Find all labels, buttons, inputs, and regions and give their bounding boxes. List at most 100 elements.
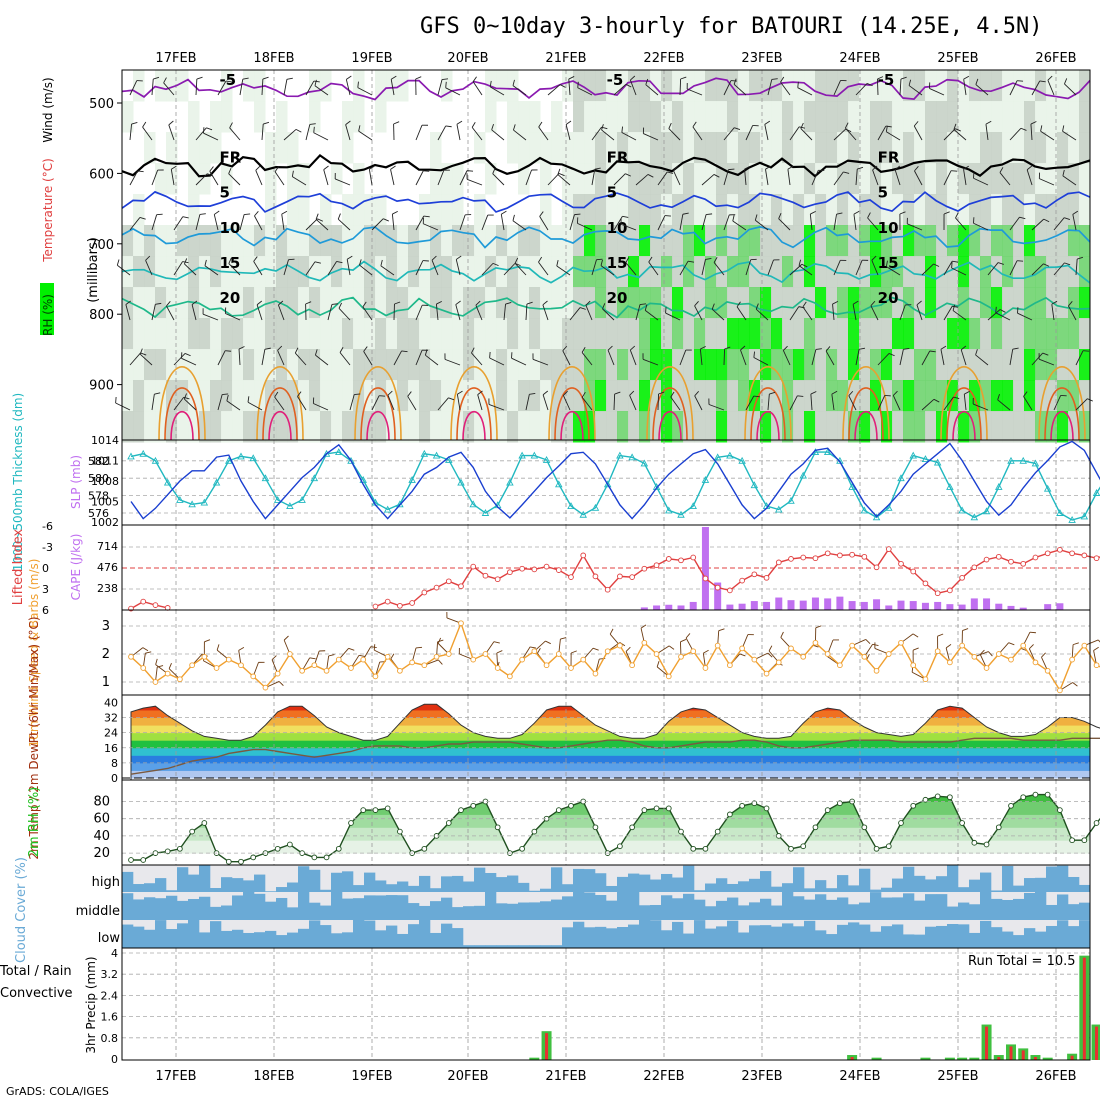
temp-band xyxy=(131,770,1090,779)
rh-shading-cell xyxy=(133,256,145,288)
wind-barb-flag xyxy=(1017,260,1024,262)
series-marker xyxy=(555,807,562,813)
cloud-cover-bar xyxy=(760,898,772,920)
rh-shading-cell xyxy=(1002,225,1014,257)
rh-shading-cell xyxy=(760,380,772,412)
rh-shading-cell xyxy=(518,101,530,133)
rh-shading-cell xyxy=(595,225,607,257)
rh-shading-cell xyxy=(573,256,585,288)
wind-barb xyxy=(744,169,747,186)
rh-shading-cell xyxy=(232,349,244,381)
rh-shading-cell xyxy=(1057,318,1069,350)
rh-shading-cell xyxy=(1002,163,1014,195)
wind-barb-flag xyxy=(667,171,674,174)
wind-barb xyxy=(129,217,141,231)
wind-barb-flag xyxy=(952,304,956,311)
series-marker xyxy=(433,584,440,591)
rh-shading-cell xyxy=(353,349,365,381)
rh-shading-cell xyxy=(430,132,442,164)
cloud-cover-bar xyxy=(133,926,145,948)
cape-bar xyxy=(689,601,697,610)
rh-shading-cell xyxy=(694,349,706,381)
series-marker xyxy=(225,656,232,663)
rh-shading-cell xyxy=(738,132,750,164)
series-marker xyxy=(372,603,379,610)
series-marker xyxy=(189,828,195,835)
rh-shading-cell xyxy=(606,411,618,443)
day-label-top: 22FEB xyxy=(643,51,684,66)
rh-shading-cell xyxy=(705,287,717,319)
wind-barb xyxy=(1075,398,1088,411)
day-label-bottom: 19FEB xyxy=(351,1069,392,1084)
series-marker xyxy=(738,456,746,464)
wind-barb xyxy=(547,84,561,96)
wind-barb xyxy=(274,396,285,411)
rh-shading-cell xyxy=(980,194,992,226)
series-marker xyxy=(372,673,379,680)
series-marker xyxy=(739,645,745,652)
wind-barb-flag xyxy=(953,123,957,130)
rh-shading-cell xyxy=(144,318,156,350)
wind-barb xyxy=(943,170,952,186)
rh-shading-cell xyxy=(166,318,178,350)
wind-barb xyxy=(283,129,297,141)
wind-barb-flag xyxy=(387,390,393,396)
series-marker xyxy=(837,662,843,669)
cloud-cover-bar xyxy=(342,871,354,892)
series-marker xyxy=(690,845,697,852)
wind-barb xyxy=(1009,127,1022,141)
rh-shading-cell xyxy=(683,101,695,133)
series-marker xyxy=(151,456,160,464)
series-marker xyxy=(507,673,513,680)
wind-barb xyxy=(870,305,879,321)
rh-shading-cell xyxy=(1024,194,1036,226)
rh-shading-cell xyxy=(353,256,365,288)
wind-barb xyxy=(789,306,800,321)
rh-shading-cell xyxy=(375,194,387,226)
wind-barb-flag xyxy=(445,125,452,128)
wind-barb xyxy=(780,81,791,96)
rh-shading-cell xyxy=(958,101,970,133)
contour-label: 5 xyxy=(607,184,617,202)
rh-shading-cell xyxy=(760,256,772,288)
series-marker xyxy=(458,807,464,813)
rh-shading-cell xyxy=(221,349,233,381)
series-marker xyxy=(873,667,880,674)
rh-shading-cell xyxy=(969,70,981,102)
series-marker xyxy=(617,573,623,580)
cloud-cover-bar xyxy=(925,894,937,920)
rh-shading-cell xyxy=(727,194,739,226)
series-marker xyxy=(1044,791,1051,798)
rh-shading-cell xyxy=(320,380,332,412)
rh-shading-cell xyxy=(749,318,761,350)
rh-shading-cell xyxy=(199,287,211,319)
series-marker xyxy=(1032,791,1039,798)
wind-barb xyxy=(415,305,423,321)
wind-barb-flag xyxy=(225,80,232,83)
rh-shading-cell xyxy=(683,318,695,350)
rh-shading-cell xyxy=(1079,349,1091,381)
day-label-top: 25FEB xyxy=(937,51,978,66)
temperature-contour xyxy=(164,387,200,441)
rh-shading-cell xyxy=(628,349,640,381)
wind-barb xyxy=(764,124,769,141)
series-marker xyxy=(458,620,464,627)
series-marker xyxy=(568,574,574,580)
wind-barb-flag xyxy=(872,643,879,647)
series-marker xyxy=(909,451,917,459)
cloud-cover-bar xyxy=(1079,884,1091,892)
series-marker xyxy=(1044,667,1051,674)
precip-bar xyxy=(944,1057,955,1060)
cloud-cover-bar xyxy=(936,894,948,920)
rh-shading-cell xyxy=(210,318,222,350)
rh-shading-cell xyxy=(727,411,739,443)
series-marker xyxy=(617,642,623,649)
series-marker xyxy=(1043,484,1052,492)
cloud-cover-bar xyxy=(628,873,640,892)
rh-shading-cell xyxy=(320,318,332,350)
wind-barb-flag xyxy=(137,170,144,173)
wind-barb xyxy=(833,171,844,186)
wind-barb-flag xyxy=(339,347,344,353)
rh-shading-cell xyxy=(397,256,409,288)
rh-shading-cell xyxy=(485,163,497,195)
